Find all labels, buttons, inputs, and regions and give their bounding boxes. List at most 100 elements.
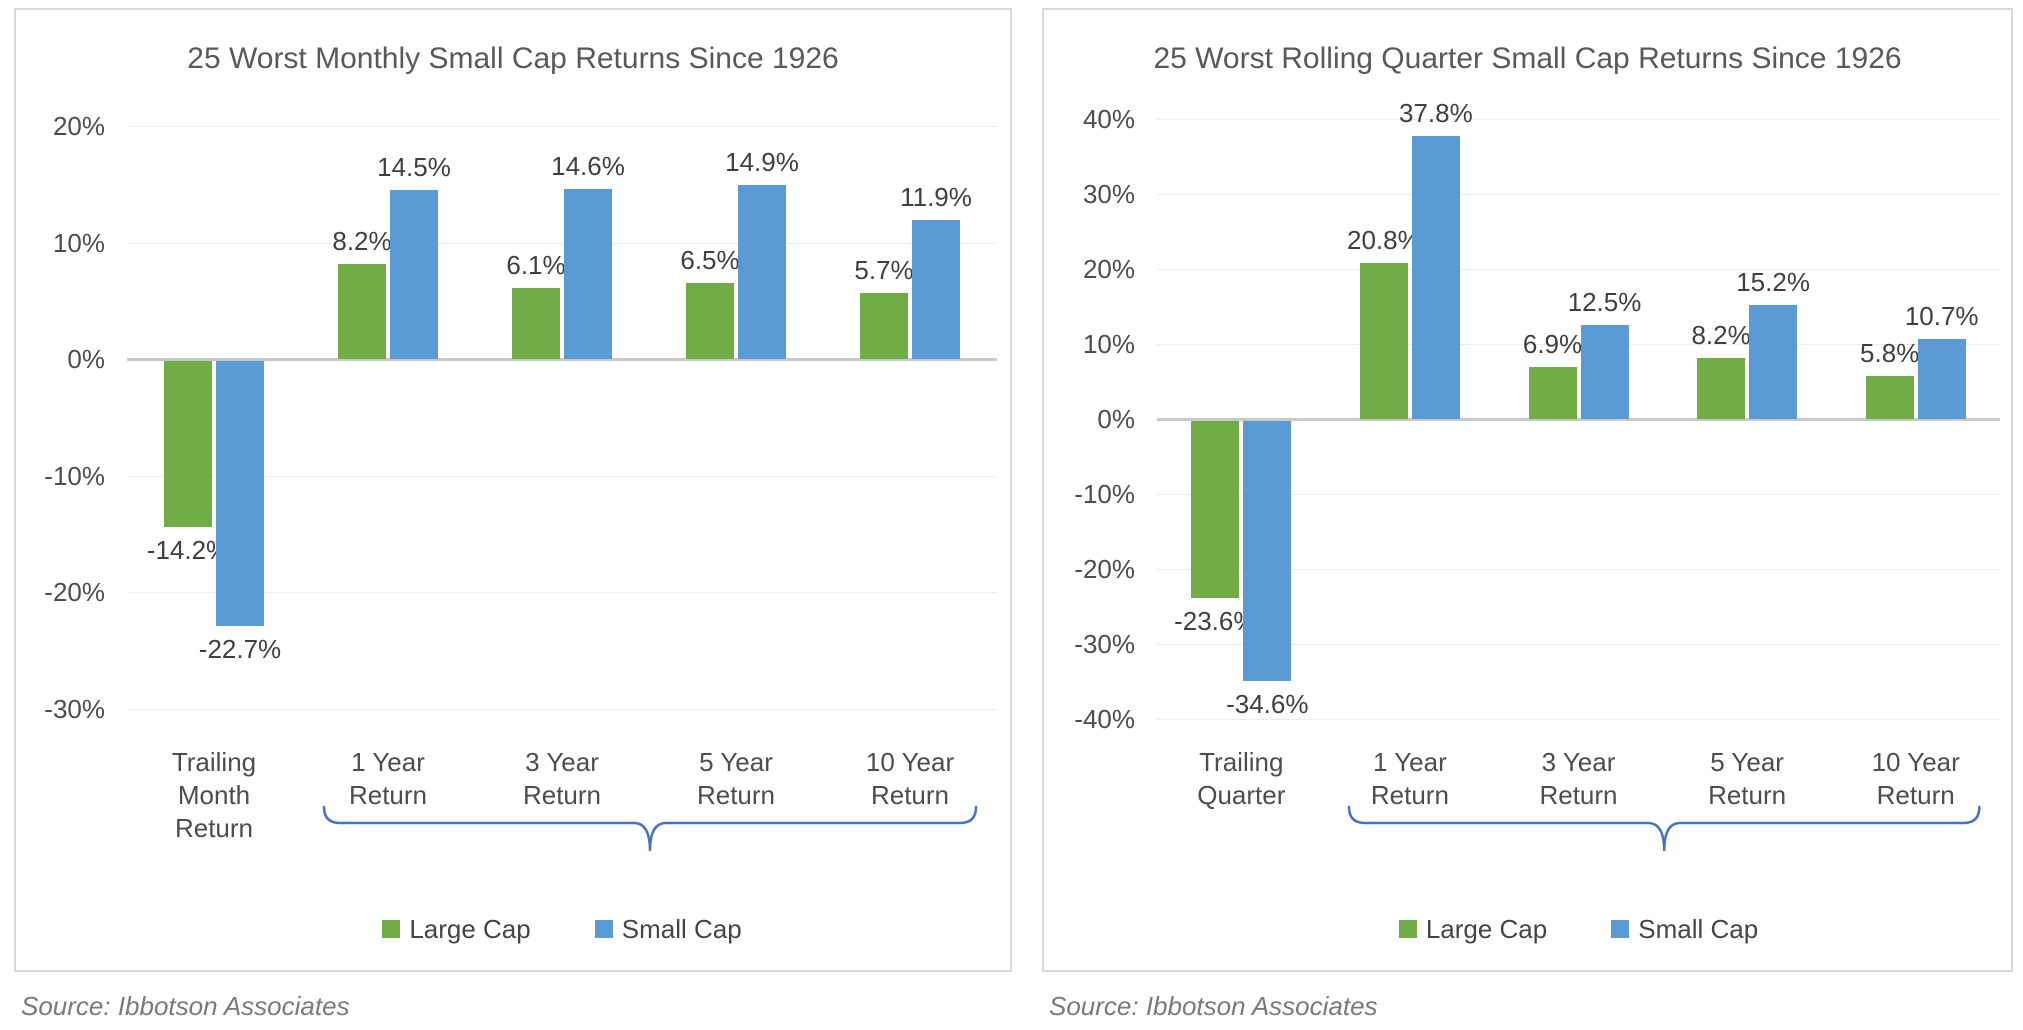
y-tick-label: -10%: [44, 460, 105, 491]
large-cap-bar: [1191, 421, 1240, 598]
legend-label-large-cap: Large Cap: [1425, 913, 1548, 944]
gridline: [127, 475, 997, 477]
bar-value-label: 37.8%: [1399, 97, 1473, 128]
gridline: [1157, 719, 2000, 720]
bar-value-label: 8.2%: [1691, 319, 1751, 350]
y-tick-label: 20%: [1082, 254, 1135, 284]
large-cap-bar: [1697, 357, 1746, 419]
y-tick-label: 10%: [1082, 329, 1135, 359]
category-label: 10 Year Return: [1871, 747, 1960, 810]
bar-value-label: 10.7%: [1904, 300, 1979, 331]
group-brace: [322, 805, 978, 852]
bar-value-label: 6.5%: [680, 245, 740, 276]
bar-value-label: -34.6%: [1226, 688, 1309, 719]
bar-value-label: 6.1%: [506, 250, 566, 281]
bar-value-label: 12.5%: [1567, 287, 1642, 318]
large-cap-bar: [1528, 367, 1577, 419]
category-label: 1 Year Return: [348, 747, 428, 810]
gridline: [1157, 644, 2000, 645]
legend-item-small-cap: Small Cap: [1611, 914, 1758, 945]
large-cap-bar: [512, 288, 560, 360]
y-tick-label: -30%: [44, 694, 105, 724]
category-label: Trailing Month Return: [171, 747, 257, 843]
group-brace-path: [1347, 805, 1981, 852]
gridline: [1157, 119, 2000, 120]
y-tick-label: 30%: [1082, 179, 1135, 209]
y-tick-label: 10%: [52, 227, 105, 258]
legend-item-large-cap: Large Cap: [1398, 913, 1548, 945]
gridline: [127, 709, 997, 710]
bar-value-label: 14.5%: [377, 152, 451, 183]
legend-label-small-cap: Small Cap: [621, 913, 742, 944]
y-tick-label: -20%: [1074, 554, 1135, 584]
small-cap-bar: [1749, 305, 1798, 419]
bar-value-label: 14.9%: [725, 147, 799, 178]
plot-area: 40% 30% 20% 10% 0% -10% -20% -30% -40% -23.6% 20.8…: [1044, 10, 2011, 970]
category-label: Trailing Quarter: [1197, 747, 1286, 810]
gridline: [1157, 269, 2000, 270]
small-cap-swatch-icon: [1611, 920, 1630, 938]
bar-value-label: 6.9%: [1522, 329, 1583, 360]
legend-item-large-cap: Large Cap: [382, 913, 531, 945]
chart-title: 25 Worst Monthly Small Cap Returns Since…: [187, 42, 839, 75]
small-cap-bar: [1580, 325, 1629, 419]
chart-title: 25 Worst Rolling Quarter Small Cap Retur…: [1153, 42, 1902, 75]
small-cap-bar: [738, 185, 786, 360]
group-brace: [1347, 805, 1981, 852]
gridline: [1157, 494, 2000, 495]
y-tick-label: 0%: [1097, 404, 1135, 434]
small-cap-bar: [390, 190, 438, 360]
gridline: [127, 592, 997, 594]
category-label: 5 Year Return: [1708, 747, 1787, 810]
bar-value-label: 20.8%: [1347, 225, 1421, 255]
category-label: 10 Year Return: [865, 747, 955, 810]
y-tick-label: -30%: [1074, 629, 1135, 659]
gridline: [1157, 344, 2000, 345]
y-tick-label: 40%: [1082, 104, 1135, 134]
category-label: 1 Year Return: [1370, 747, 1449, 810]
gridline: [127, 242, 997, 244]
category-label: 5 Year Return: [696, 747, 776, 810]
chart-panel-monthly: 25 Worst Monthly Small Cap Returns Since…: [14, 8, 1012, 972]
legend-item-small-cap: Small Cap: [594, 913, 742, 945]
large-cap-bar: [1359, 263, 1408, 419]
legend: Large Cap Small Cap: [1157, 914, 2000, 944]
bar-value-label: 11.9%: [900, 182, 972, 213]
gridline: [1157, 569, 2000, 570]
gridline: [1157, 194, 2000, 195]
bar-value-label: -22.7%: [198, 633, 282, 664]
bar-value-label: 5.8%: [1860, 337, 1920, 368]
bar-value-label: -14.2%: [146, 534, 230, 565]
large-cap-bar: [164, 361, 212, 527]
chart-panel-rolling-quarter: 25 Worst Rolling Quarter Small Cap Retur…: [1042, 8, 2013, 972]
large-cap-bar: [1865, 375, 1914, 419]
large-cap-bar: [338, 263, 386, 360]
small-cap-swatch-icon: [594, 920, 613, 938]
category-label: 3 Year Return: [1539, 747, 1618, 810]
gridline: [127, 126, 997, 127]
small-cap-bar: [216, 361, 264, 626]
legend-label-small-cap: Small Cap: [1638, 913, 1759, 944]
bar-value-label: 14.6%: [551, 150, 625, 181]
small-cap-bar: [912, 220, 960, 360]
small-cap-bar: [1243, 421, 1292, 681]
y-tick-label: -10%: [1074, 479, 1135, 509]
bar-value-label: 15.2%: [1736, 267, 1810, 297]
source-note: Source: Ibbotson Associates: [21, 991, 350, 1021]
large-cap-bar: [860, 292, 908, 360]
plot-area: 20% 10% 0% -10% -20% -30% -14.2% 8.2% 6.1% 6.5% 5.…: [16, 10, 1010, 970]
source-note: Source: Ibbotson Associates: [1049, 991, 1378, 1021]
small-cap-bar: [564, 188, 612, 360]
legend: Large Cap Small Cap: [127, 914, 997, 944]
group-brace-path: [322, 805, 978, 852]
zero-axis-line: [1157, 418, 2000, 421]
y-tick-label: 0%: [67, 344, 105, 375]
legend-label-large-cap: Large Cap: [409, 913, 531, 944]
zero-axis-line: [127, 358, 997, 362]
y-tick-label: -20%: [44, 577, 105, 608]
small-cap-bar: [1411, 135, 1460, 419]
bar-value-label: 5.7%: [854, 254, 914, 285]
category-label: 3 Year Return: [522, 747, 602, 810]
bar-value-label: 8.2%: [332, 225, 392, 256]
